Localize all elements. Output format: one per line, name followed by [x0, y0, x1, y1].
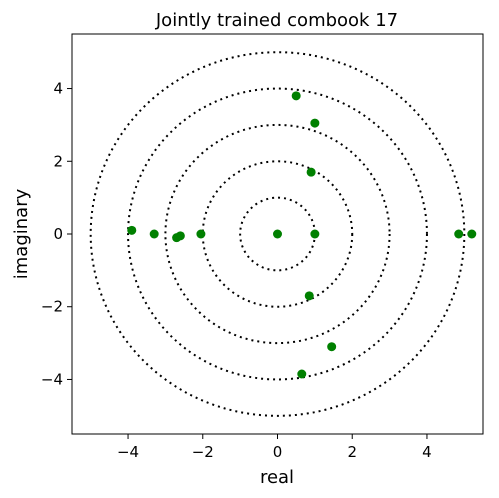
data-point-11: [291, 91, 301, 101]
y-tick-label: 0: [53, 225, 63, 243]
data-point-1: [310, 229, 320, 239]
reference-circle-r5: [89, 51, 466, 417]
reference-circle-r2: [201, 160, 354, 308]
x-tick-label: 2: [347, 443, 357, 461]
reference-circle-r4: [127, 87, 428, 381]
data-point-2: [196, 229, 206, 239]
y-tick-label: 4: [53, 80, 63, 98]
chart-title: Jointly trained combook 17: [155, 10, 398, 31]
y-tick-label: −2: [41, 298, 63, 316]
data-point-0: [273, 229, 282, 239]
data-point-5: [149, 229, 159, 239]
data-point-10: [304, 291, 314, 301]
x-tick-label: −2: [192, 443, 214, 461]
data-point-13: [327, 342, 337, 352]
y-axis-label: imaginary: [11, 188, 32, 279]
y-axis-ticks: −4 −2 0 2 4: [41, 80, 72, 388]
x-axis-ticks: −4 −2 0 2 4: [117, 434, 432, 461]
y-tick-label: 2: [53, 152, 63, 170]
y-tick-label: −4: [41, 370, 63, 388]
data-points: [127, 91, 477, 379]
data-point-12: [310, 118, 320, 128]
x-tick-label: −4: [117, 443, 139, 461]
data-point-4: [172, 233, 182, 243]
data-point-14: [297, 369, 307, 379]
x-axis-label: real: [260, 467, 294, 488]
data-point-9: [306, 167, 316, 177]
data-point-8: [467, 229, 477, 239]
reference-circle-r3: [164, 123, 391, 345]
data-point-6: [127, 225, 137, 235]
data-point-7: [454, 229, 464, 239]
x-tick-label: 4: [422, 443, 432, 461]
x-tick-label: 0: [273, 443, 283, 461]
